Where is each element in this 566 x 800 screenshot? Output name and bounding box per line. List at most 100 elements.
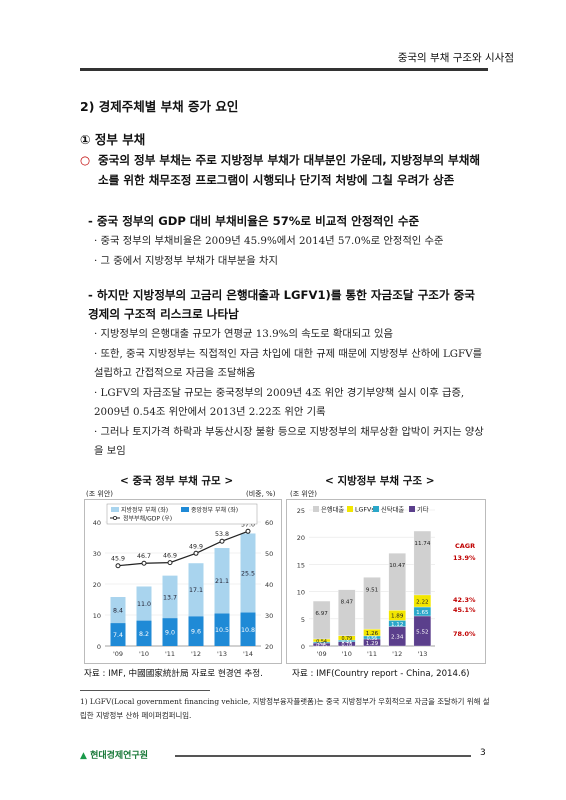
label-local: 21.1 <box>215 578 229 585</box>
legend-box <box>106 503 258 525</box>
chart1-svg: 0 10 20 30 40 20 30 40 50 60 7.4 8.4 '09 8.2 11.0 '10 9.… <box>84 499 282 664</box>
legend-label: 은행대출 <box>321 505 344 514</box>
value-label: 1.26 <box>366 631 379 637</box>
ratio-point <box>115 563 121 569</box>
legend-ratio: 정부부채/GDP (우) <box>123 515 172 523</box>
y-tick: 5 <box>301 616 305 624</box>
footnote: 1) LGFV(Local government financing vehic… <box>80 697 490 720</box>
chart1-title: < 중국 정부 부채 규모 > <box>120 475 234 487</box>
legend-label: LGFVs <box>355 507 375 514</box>
bar-seg <box>413 530 432 596</box>
label-central: 10.8 <box>241 627 255 634</box>
section-title: 2) 경제주체별 부채 증가 요인 <box>80 99 239 114</box>
chart2-unit-left: (조 위안) <box>290 490 318 498</box>
cagr-value: 78.0% <box>453 630 476 638</box>
x-tick: '12 <box>191 650 201 658</box>
y-tick-left: 0 <box>97 643 101 651</box>
logo-text: 현대경제연구원 <box>90 751 149 761</box>
point-1-heading: - 중국 정부의 GDP 대비 부채비율은 57%로 비교적 안정적인 수준 <box>88 214 420 228</box>
chart2-svg: 0 5 10 15 20 25 0.550.20.54 6.97 '09 0.780.310.79… <box>286 499 486 664</box>
bar-central <box>240 612 256 646</box>
value-label: 10.47 <box>389 563 405 569</box>
cagr-value: 45.1% <box>453 606 476 614</box>
x-tick: '09 <box>113 650 123 658</box>
y-tick-right: 40 <box>265 581 273 589</box>
cagr-value: 42.3% <box>453 596 476 604</box>
y-tick-right: 50 <box>265 550 273 558</box>
value-label: 0.79 <box>341 636 352 642</box>
y-tick-left: 20 <box>93 581 101 589</box>
bar-central <box>188 616 204 646</box>
label-local: 8.4 <box>113 608 123 615</box>
ratio-point <box>167 560 173 566</box>
main-bullet-text: 중국의 정부 부채는 주로 지방정부 부채가 대부분인 가운데, 지방정부의 부… <box>98 153 481 187</box>
bar-local <box>162 575 178 619</box>
legend-swatch <box>313 506 319 512</box>
header-rule <box>80 68 488 71</box>
x-tick: '09 <box>317 650 327 658</box>
ratio-point <box>245 528 251 534</box>
value-label: 0.56 <box>367 636 378 642</box>
value-label: 11.74 <box>414 541 430 547</box>
legend-label: 신탁대출 <box>381 505 404 514</box>
value-label: 0.2 <box>318 641 326 647</box>
legend-swatch <box>347 506 353 512</box>
y-tick-left: 40 <box>93 519 101 527</box>
y-tick: 20 <box>297 534 305 542</box>
x-tick: '14 <box>243 650 253 658</box>
legend-local: 지방정부 부채 (좌) <box>121 506 168 514</box>
label-local: 13.7 <box>163 594 177 601</box>
ratio-label: 57.0 <box>241 521 255 528</box>
cagr-title: CAGR <box>455 542 475 550</box>
label-local: 25.5 <box>241 570 255 577</box>
y-tick: 0 <box>301 643 305 651</box>
point-2-item-3: · LGFV의 자금조달 규모는 중국정부의 2009년 4조 위안 경기부양책… <box>94 387 465 418</box>
y-tick-right: 20 <box>265 643 273 651</box>
label-central: 9.0 <box>165 630 175 637</box>
bar-seg <box>388 553 406 611</box>
ratio-point <box>219 538 225 544</box>
value-label: 6.97 <box>315 611 328 617</box>
bar-seg <box>312 600 331 640</box>
legend-label: 기타 <box>417 505 429 514</box>
point-1-item-1: · 중국 정부의 부채비율은 2009년 45.9%에서 2014년 57.0%… <box>94 235 444 247</box>
ratio-label: 45.9 <box>111 556 125 563</box>
x-tick: '13 <box>417 650 427 658</box>
bar-central <box>136 620 152 646</box>
footnote-rule <box>80 690 210 691</box>
bar-seg <box>338 589 356 636</box>
label-central: 7.4 <box>113 632 123 639</box>
point-2-item-1: · 지방정부의 은행대출 규모가 연평균 13.9%의 속도로 확대되고 있음 <box>94 328 393 340</box>
point-2-item-2: · 또한, 중국 지방정부는 직접적인 자금 차입에 대한 규제 때문에 지방정… <box>94 348 483 379</box>
point-2-item-4: · 그러나 토지가격 하락과 부동산시장 불황 등으로 지방정부의 채무상환 압… <box>94 426 484 457</box>
label-local: 11.0 <box>137 601 151 608</box>
legend-marker-ratio <box>112 515 117 520</box>
label-central: 9.6 <box>191 629 201 636</box>
value-label: 2.34 <box>391 635 404 641</box>
value-label: 0.54 <box>316 639 327 645</box>
bar-seg <box>363 577 381 630</box>
legend-central: 중앙정부 부채 (좌) <box>191 506 238 514</box>
ratio-label: 53.8 <box>215 531 229 538</box>
label-central: 10.5 <box>215 627 229 634</box>
bar-local <box>240 533 256 613</box>
ratio-label: 46.7 <box>137 553 151 560</box>
value-label: 1.12 <box>391 622 403 628</box>
value-label: 5.52 <box>416 629 428 635</box>
footer-logo: ▲ 현대경제연구원 <box>80 748 148 761</box>
bullet-mark: ○ <box>80 153 91 167</box>
value-label: 0.31 <box>341 639 352 645</box>
chart2-title: < 지방정부 부채 구조 > <box>325 475 435 487</box>
ratio-label: 46.9 <box>163 553 177 560</box>
ratio-label: 49.9 <box>189 543 203 550</box>
value-label: 0.55 <box>316 643 327 649</box>
footer-rule <box>175 755 471 757</box>
bar-local <box>214 548 230 614</box>
running-header: 중국의 부채 구조와 시사점 <box>397 52 514 64</box>
value-label: 1.29 <box>366 641 379 647</box>
bar-local <box>136 586 152 621</box>
x-tick: '10 <box>342 650 352 658</box>
x-tick: '10 <box>139 650 149 658</box>
bar-central <box>110 623 126 646</box>
legend-swatch <box>373 506 379 512</box>
